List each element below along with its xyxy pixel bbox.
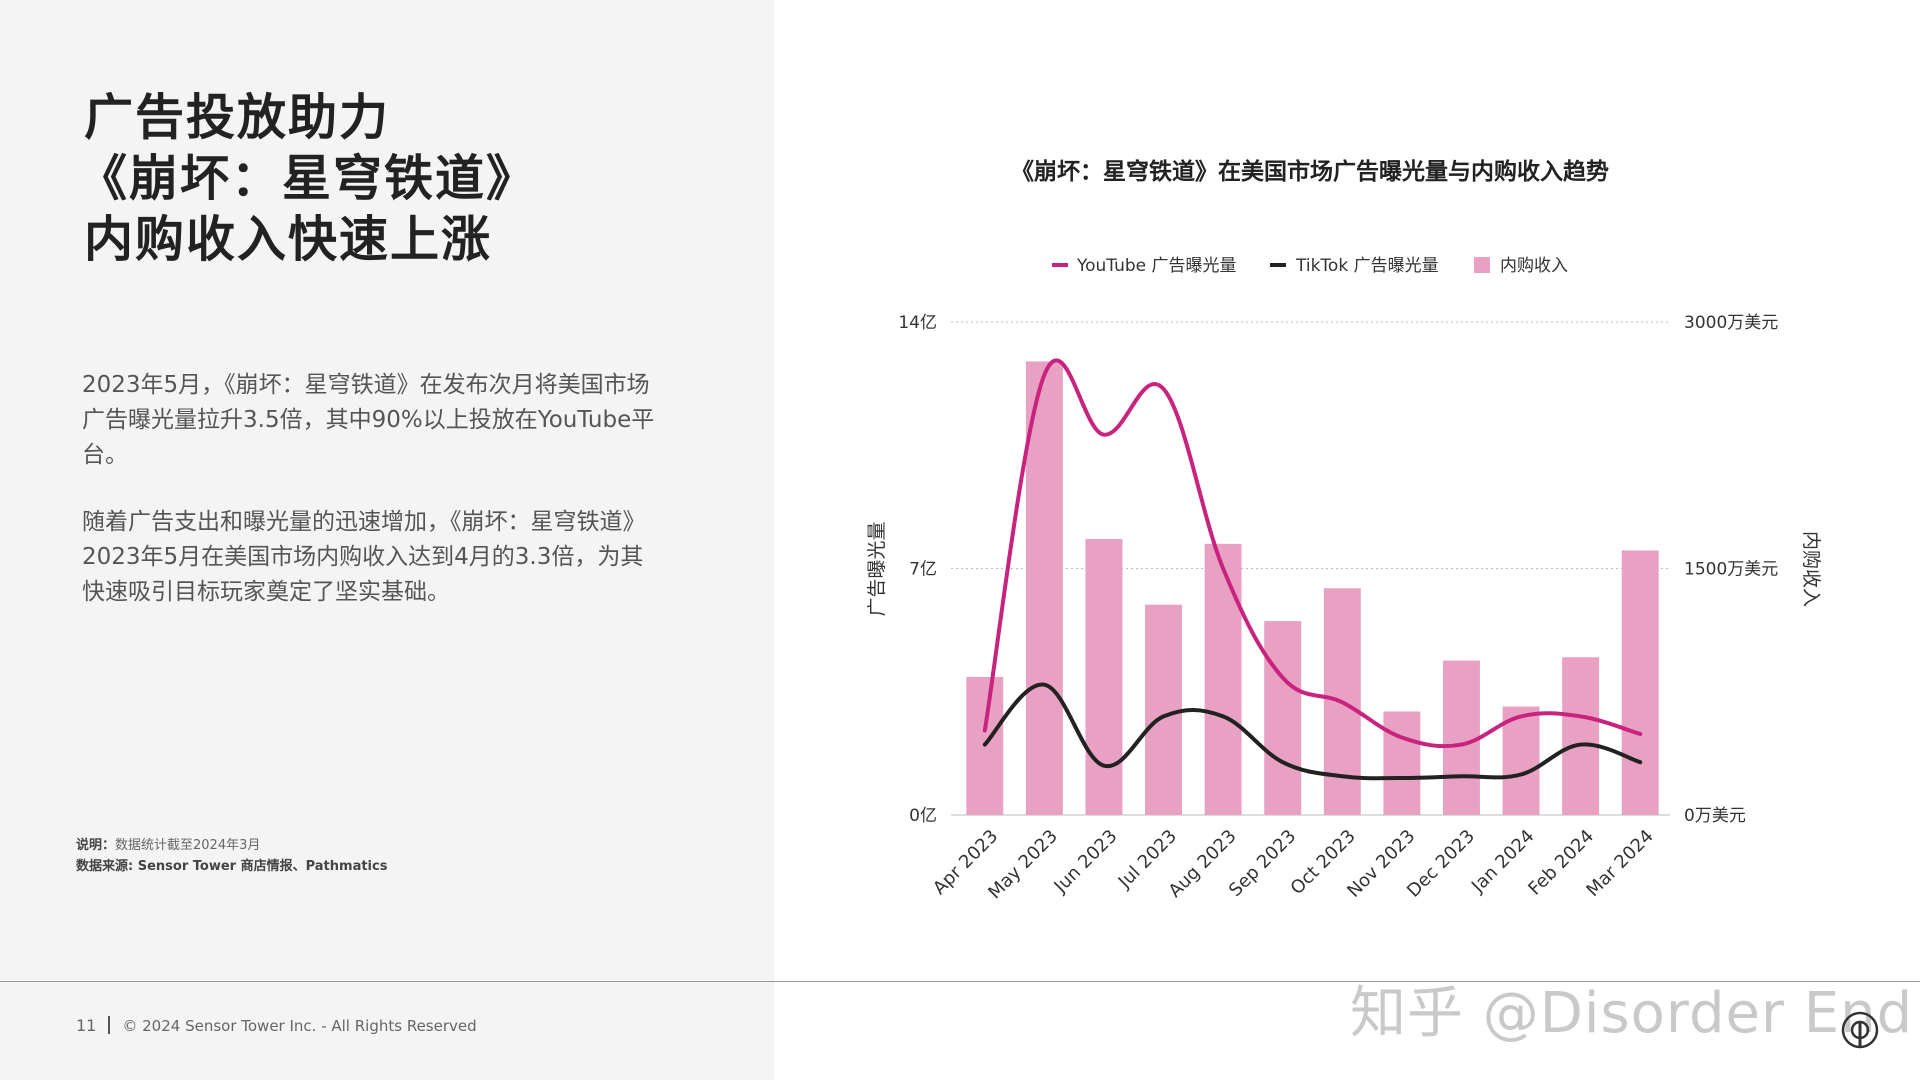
page-number: 11 [76, 1016, 97, 1035]
source-text: 数据来源: Sensor Tower 商店情报、Pathmatics [76, 859, 388, 874]
right-axis-label: 内购收入 [1800, 531, 1822, 607]
slide-title-line-2: 《崩坏：星穹铁道》 [78, 150, 538, 207]
legend-youtube-label: YouTube 广告曝光量 [1076, 256, 1237, 276]
revenue-bar [1562, 657, 1600, 815]
left-tick-label: 7亿 [909, 560, 937, 580]
legend: YouTube 广告曝光量 TikTok 广告曝光量 内购收入 [1052, 256, 1568, 276]
left-tick-label: 0亿 [909, 806, 937, 826]
revenue-bar [1204, 543, 1242, 815]
right-tick-label: 1500万美元 [1684, 560, 1778, 580]
footer-divider [0, 981, 1920, 982]
left-panel [0, 0, 774, 1080]
footer: 11 © 2024 Sensor Tower Inc. - All Rights … [76, 1016, 477, 1035]
line-series [982, 358, 1643, 781]
body-paragraph-1: 2023年5月，《崩坏：星穹铁道》在发布次月将美国市场广告曝光量拉升3.5倍，其… [82, 372, 655, 468]
footer-separator [108, 1016, 111, 1034]
legend-revenue-label: 内购收入 [1500, 256, 1568, 276]
legend-revenue-swatch [1474, 257, 1490, 273]
revenue-bar [1442, 660, 1480, 815]
revenue-bar [1264, 621, 1302, 815]
grid [951, 321, 1670, 816]
note-label: 说明： [76, 838, 116, 853]
x-tick-label: Jun 2023 [1050, 826, 1122, 898]
body-paragraph-2: 随着广告支出和曝光量的迅速增加，《崩坏：星穹铁道》2023年5月在美国市场内购收… [82, 509, 646, 605]
legend-tiktok-label: TikTok 广告曝光量 [1295, 256, 1439, 276]
watermark-text: 知乎 @Disorder End [1350, 981, 1914, 1046]
revenue-bars [966, 361, 1659, 815]
youtube-line [982, 358, 1643, 749]
copyright-text: © 2024 Sensor Tower Inc. - All Rights Re… [122, 1017, 477, 1035]
source-line: 数据来源: Sensor Tower 商店情报、Pathmatics [76, 855, 387, 874]
right-tick-label: 0万美元 [1684, 806, 1746, 826]
revenue-bar [1502, 706, 1540, 815]
revenue-bar [1025, 361, 1063, 815]
note-line: 说明：数据统计截至2024年3月 [76, 834, 260, 853]
sensor-tower-logo-icon [1841, 1011, 1879, 1049]
revenue-bar [1621, 550, 1659, 815]
left-axis-label: 广告曝光量 [866, 521, 888, 616]
slide-title-line-3: 内购收入快速上涨 [84, 211, 493, 268]
left-tick-label: 14亿 [898, 313, 937, 333]
right-axis-ticks: 0万美元 1500万美元 3000万美元 [1684, 313, 1778, 826]
note-text: 数据统计截至2024年3月 [115, 838, 261, 853]
revenue-bar [1383, 711, 1421, 815]
revenue-bar [1145, 604, 1183, 815]
chart-title: 《崩坏：星穹铁道》在美国市场广告曝光量与内购收入趋势 [1011, 158, 1609, 185]
revenue-bar [1085, 538, 1123, 815]
right-tick-label: 3000万美元 [1684, 313, 1778, 333]
left-axis-ticks: 0亿 7亿 14亿 [898, 313, 937, 826]
slide-title-line-1: 广告投放助力 [84, 89, 391, 146]
tiktok-line [982, 682, 1643, 781]
